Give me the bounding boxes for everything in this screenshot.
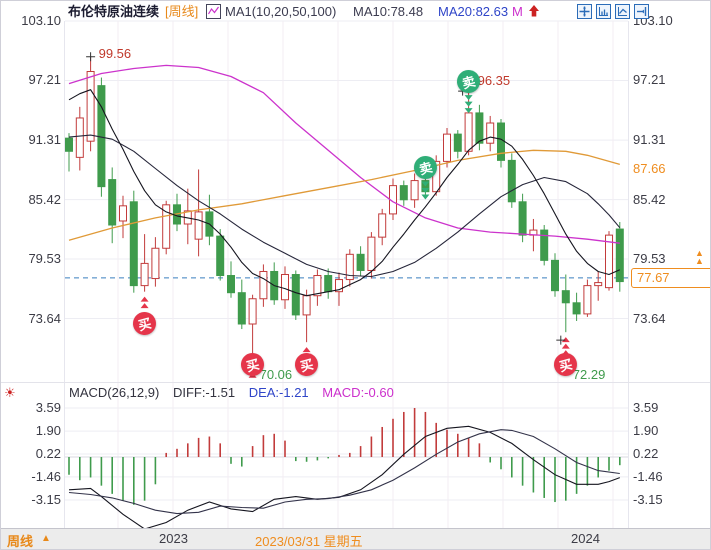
price-axis-label: 91.31 <box>633 132 666 148</box>
period-dropdown-icon[interactable]: ▲ <box>41 533 51 544</box>
macd-axis-label: -1.46 <box>633 468 663 484</box>
chart-header: 布伦特原油连续 [周线] MA1(10,20,50,100) MA10:78.4… <box>1 1 710 25</box>
chart-toolbar <box>577 4 649 19</box>
buy-price-annotation: 72.29 <box>572 367 606 382</box>
sell-price-annotation: 96.35 <box>477 73 511 89</box>
macd-diff-value: DIFF:-1.51 <box>172 385 236 400</box>
macd-axis-label: -3.15 <box>31 491 61 507</box>
instrument-title: 布伦特原油连续 <box>68 4 160 19</box>
range-stats-icon[interactable] <box>596 4 611 19</box>
pane-settings-icon[interactable]: ☀ <box>4 385 16 400</box>
indicator-icon[interactable] <box>206 4 221 24</box>
x-tick-year-right: 2024 <box>571 531 600 546</box>
price-axis-label: 73.64 <box>28 310 61 326</box>
high-price-annotation: 99.56 <box>98 45 132 61</box>
macd-dea-value: DEA:-1.21 <box>248 385 309 400</box>
macd-header: MACD(26,12,9) DIFF:-1.51 DEA:-1.21 MACD:… <box>69 385 404 400</box>
next-page-icon[interactable] <box>634 4 649 19</box>
macd-axis-label: 1.90 <box>633 423 659 439</box>
buy-price-annotation: 70.06 <box>259 367 293 382</box>
price-axis-label: 97.21 <box>28 72 61 88</box>
price-axis-label: 97.21 <box>633 72 666 88</box>
macd-axis-label: 3.59 <box>633 399 659 415</box>
macd-axis-label: 1.90 <box>35 423 61 439</box>
macd-axis-label: 3.59 <box>35 399 61 415</box>
right-axis-upper-marker: 87.66 <box>633 161 666 176</box>
trend-line-icon[interactable] <box>615 4 630 19</box>
price-axis-label: 79.53 <box>28 251 61 267</box>
macd-axis-label: 0.22 <box>633 445 659 461</box>
macd-indicator-label[interactable]: MACD(26,12,9) <box>69 385 160 400</box>
price-axis-label: 79.53 <box>633 251 666 267</box>
price-axis-label: 91.31 <box>28 132 61 148</box>
period-tag[interactable]: [周线] <box>165 4 199 19</box>
up-arrow-icon <box>527 4 541 23</box>
ma-group-label[interactable]: MA1(10,20,50,100) <box>225 4 337 19</box>
price-up-arrows-icon: ▲ ▲ <box>695 248 704 266</box>
pan-icon[interactable] <box>577 4 592 19</box>
ma20-value: MA20:82.63 <box>438 4 509 19</box>
ma10-value: MA10:78.48 <box>353 4 424 19</box>
macd-axis-label: -1.46 <box>31 468 61 484</box>
price-axis-label: 103.10 <box>21 13 61 28</box>
macd-axis-label: -3.15 <box>633 491 663 507</box>
ma-more-truncated: M <box>512 4 523 19</box>
price-axis-label: 85.42 <box>28 191 61 207</box>
macd-hist-value: MACD:-0.60 <box>322 385 394 400</box>
price-axis-label: 85.42 <box>633 191 666 207</box>
footer-period-selector[interactable]: 周线 <box>7 534 34 549</box>
current-price-box: 77.67 <box>631 268 710 288</box>
price-axis-label: 73.64 <box>633 310 666 326</box>
time-axis-bar: 周线 ▲ 2023 2023/03/31 星期五 2024 <box>1 528 710 549</box>
x-tick-year-left: 2023 <box>159 531 188 546</box>
crosshair-date-label: 2023/03/31 星期五 <box>255 534 363 549</box>
macd-axis-label: 0.22 <box>35 445 61 461</box>
